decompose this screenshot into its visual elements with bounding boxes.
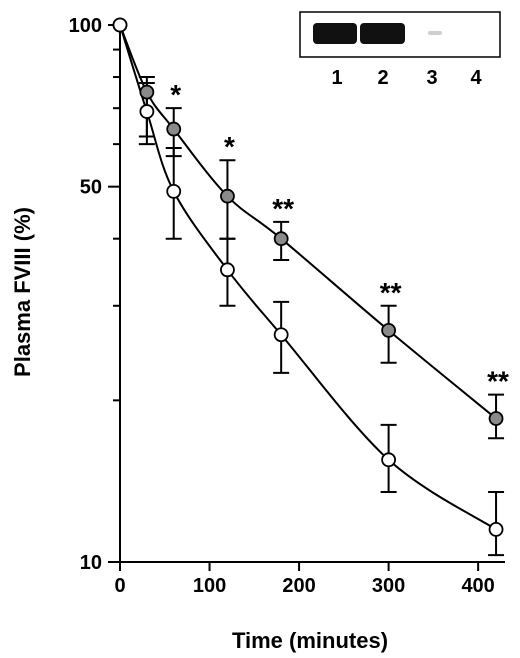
- significance-annotations: ********: [170, 79, 509, 396]
- x-tick-label: 200: [282, 575, 315, 597]
- significance-label: *: [170, 79, 181, 110]
- y-tick-label: 50: [80, 177, 102, 199]
- significance-label: **: [272, 193, 294, 224]
- y-tick-label: 10: [80, 552, 102, 574]
- significance-label: **: [487, 366, 509, 397]
- x-tick-label: 400: [461, 575, 494, 597]
- data-point-series-1: [139, 84, 155, 100]
- data-point-series-1: [273, 231, 289, 247]
- data-point-series-2: [488, 522, 504, 537]
- data-point-series-1: [488, 411, 504, 426]
- western-blot-inset: [299, 11, 501, 58]
- data-point-series-2: [166, 183, 182, 199]
- blot-band-lane-3: [428, 31, 442, 35]
- data-point-series-1: [220, 188, 235, 204]
- inset-lane-label: 4: [470, 67, 482, 89]
- x-tick-label: 300: [372, 575, 405, 597]
- blot-band-lane-1: [313, 23, 357, 44]
- inset-lane-label: 2: [377, 67, 388, 89]
- x-tick-label: 0: [114, 575, 125, 597]
- data-point-series-1: [166, 121, 182, 137]
- y-axis-title: Plasma FVIII (%): [10, 207, 35, 377]
- data-point-series-1: [381, 322, 397, 338]
- data-point-series-2: [220, 262, 235, 278]
- axes: [119, 25, 505, 563]
- data-point-series-2: [381, 452, 397, 468]
- x-tick-label: 100: [193, 575, 226, 597]
- x-axis-title: Time (minutes): [232, 628, 388, 653]
- data-point-series-2: [112, 17, 128, 33]
- ticks: 0 100 200 300 400 10 50 100: [69, 15, 495, 597]
- data-point-series-2: [273, 327, 289, 343]
- data-points: [112, 17, 504, 537]
- inset-lane-labels: 1 2 3 4: [331, 67, 482, 89]
- inset-lane-label: 1: [331, 67, 342, 89]
- significance-label: *: [224, 131, 235, 162]
- blot-band-lane-2: [360, 23, 405, 44]
- error-bars: [138, 76, 505, 557]
- inset-lane-label: 3: [426, 67, 437, 89]
- y-tick-label: 100: [69, 15, 102, 37]
- significance-label: **: [380, 277, 402, 308]
- data-point-series-2: [139, 104, 155, 119]
